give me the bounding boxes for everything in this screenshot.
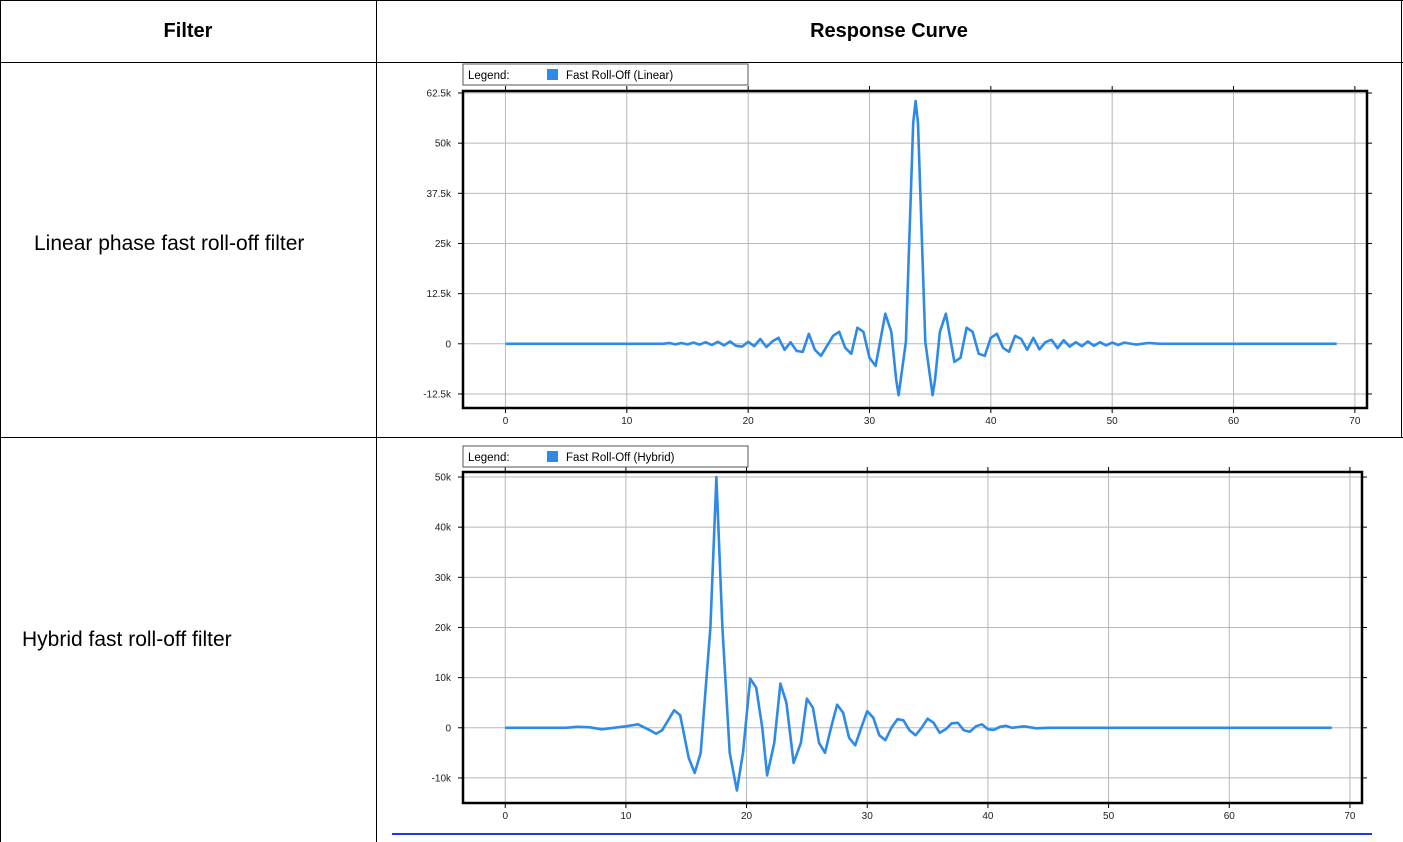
x-tick-label: 30 xyxy=(862,811,874,822)
y-tick-label: 20k xyxy=(435,623,452,634)
x-tick-label: 60 xyxy=(1228,416,1240,427)
x-tick-label: 40 xyxy=(985,416,997,427)
x-tick-label: 10 xyxy=(621,416,633,427)
series-line xyxy=(505,99,1337,397)
row-label-hybrid: Hybrid fast roll-off filter xyxy=(22,628,232,651)
y-tick-label: 25k xyxy=(435,239,452,250)
legend-swatch xyxy=(547,69,558,80)
y-tick-label: 10k xyxy=(435,673,452,684)
legend-box xyxy=(462,445,749,468)
plot-frame xyxy=(461,89,1369,410)
y-tick-label: 40k xyxy=(435,523,452,534)
y-tick-label: 0 xyxy=(445,339,451,350)
x-tick-label: 30 xyxy=(864,416,876,427)
y-tick-label: 50k xyxy=(435,139,452,150)
table-column-divider xyxy=(376,0,377,842)
header-row-divider xyxy=(0,62,1403,63)
y-tick-label: 37.5k xyxy=(427,189,452,200)
chart-hybrid-response: 0 10 20 30 40 50 60 70 -10k 0 10k 20k 30k 40k 50k Legen… xyxy=(432,445,1367,822)
plot-frame xyxy=(461,470,1364,805)
x-tick-label: 50 xyxy=(1107,416,1119,427)
body-row-divider xyxy=(0,437,1403,438)
y-tick-label: 30k xyxy=(435,573,452,584)
x-tick-label: 20 xyxy=(741,811,753,822)
table-border-left xyxy=(0,0,1,842)
legend-series-name: Fast Roll-Off (Linear) xyxy=(566,70,673,82)
y-tick-label: -10k xyxy=(432,773,452,784)
chart-linear-response: 0 10 20 30 40 50 60 70 -12.5k 0 12.5k 25k 37.5k 50k 62… xyxy=(423,63,1372,427)
header-response-curve: Response Curve xyxy=(810,19,968,42)
x-tick-label: 40 xyxy=(982,811,994,822)
y-tick-label: 50k xyxy=(435,473,452,484)
row-label-linear: Linear phase fast roll-off filter xyxy=(34,232,305,255)
x-tick-label: 20 xyxy=(743,416,755,427)
legend-prefix: Legend: xyxy=(468,452,510,464)
legend-box xyxy=(462,63,749,86)
x-tick-label: 60 xyxy=(1224,811,1236,822)
table-border-right xyxy=(1401,0,1402,438)
x-tick-label: 50 xyxy=(1103,811,1115,822)
x-tick-label: 0 xyxy=(502,811,508,822)
x-tick-label: 0 xyxy=(503,416,509,427)
legend-prefix: Legend: xyxy=(468,70,510,82)
y-tick-label: 12.5k xyxy=(427,289,452,300)
y-tick-label: 62.5k xyxy=(427,89,452,100)
series-line xyxy=(505,475,1332,792)
x-tick-label: 70 xyxy=(1349,416,1361,427)
bottom-blue-rule xyxy=(392,833,1372,835)
y-tick-label: -12.5k xyxy=(423,389,452,400)
x-tick-label: 10 xyxy=(620,811,632,822)
y-tick-label: 0 xyxy=(445,723,451,734)
legend-series-name: Fast Roll-Off (Hybrid) xyxy=(566,452,675,464)
table-border-top xyxy=(0,0,1403,1)
legend-swatch xyxy=(547,451,558,462)
x-tick-label: 70 xyxy=(1344,811,1356,822)
header-filter: Filter xyxy=(163,19,213,42)
